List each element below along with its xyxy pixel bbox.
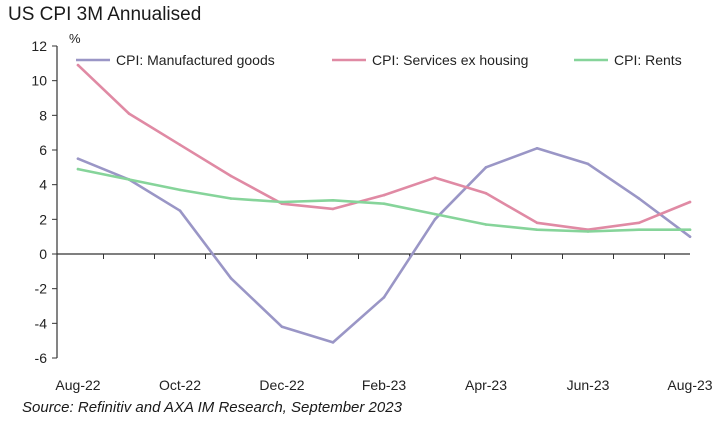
series-point: [484, 166, 488, 169]
series-point: [688, 235, 692, 238]
series-point: [382, 296, 386, 299]
series-point: [382, 202, 386, 206]
y-tick-label: 12: [31, 38, 47, 54]
series-point: [280, 325, 284, 329]
y-tick-label: -4: [35, 315, 48, 331]
y-tick-label: 0: [39, 246, 47, 262]
series-point: [76, 157, 80, 160]
series-point: [331, 341, 335, 344]
y-unit-label: %: [69, 31, 81, 46]
series-point: [76, 63, 80, 67]
series-point: [535, 146, 539, 150]
series-point: [382, 193, 386, 197]
chart-title: US CPI 3M Annualised: [8, 4, 202, 25]
series-point: [688, 228, 692, 232]
series-point: [484, 223, 488, 226]
series-line-0: [76, 147, 692, 344]
series-point: [637, 228, 641, 232]
series-point: [178, 188, 182, 192]
series-point: [586, 162, 590, 166]
x-tick-label: Oct-22: [159, 377, 201, 393]
series-point: [637, 197, 641, 200]
y-tick-label: 4: [39, 177, 47, 193]
series-point: [127, 178, 131, 181]
source-note: Source: Refinitiv and AXA IM Research, S…: [22, 399, 402, 416]
series-point: [76, 167, 80, 171]
series-point: [331, 198, 335, 202]
x-tick-label: Feb-23: [362, 377, 407, 393]
series-point: [637, 221, 641, 225]
series-point: [178, 209, 182, 212]
series-point: [229, 276, 233, 280]
series-point: [229, 197, 233, 200]
x-tick-label: Aug-23: [667, 377, 712, 393]
x-tick-label: Jun-23: [567, 377, 610, 393]
series-point: [127, 112, 131, 115]
legend-label-2: CPI: Rents: [614, 52, 682, 68]
legend-label-0: CPI: Manufactured goods: [116, 52, 275, 68]
series-point: [280, 200, 284, 204]
x-tick-label: Apr-23: [465, 377, 507, 393]
series-point: [433, 176, 437, 180]
y-tick-label: 2: [39, 211, 47, 227]
series-point: [586, 230, 590, 233]
series-point: [331, 207, 335, 211]
series-point: [433, 212, 437, 216]
y-tick-label: 8: [39, 107, 47, 123]
x-tick-label: Aug-22: [55, 377, 100, 393]
series-point: [688, 200, 692, 204]
legend-label-1: CPI: Services ex housing: [372, 52, 528, 68]
series-point: [178, 143, 182, 147]
y-tick-label: -2: [35, 281, 48, 297]
y-tick-label: 10: [31, 73, 47, 89]
series-point: [535, 221, 539, 225]
series-point: [535, 228, 539, 232]
series-point: [484, 192, 488, 195]
series-line-2: [76, 167, 692, 233]
y-tick-label: -6: [35, 350, 48, 366]
series-point: [433, 218, 437, 221]
series-point: [229, 174, 233, 178]
x-tick-label: Dec-22: [259, 377, 304, 393]
y-tick-label: 6: [39, 142, 47, 158]
